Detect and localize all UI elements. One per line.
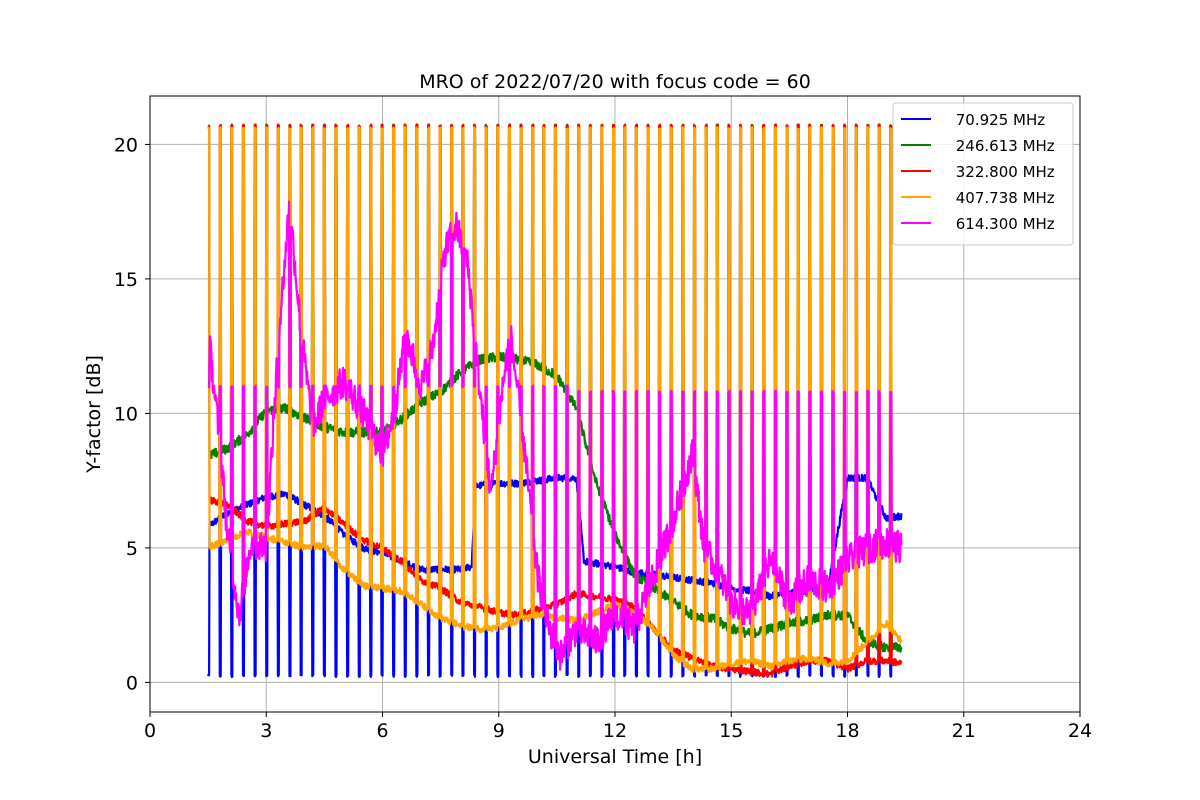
legend-box — [892, 102, 1074, 246]
series-3 — [207, 126, 903, 674]
series-4 — [207, 200, 903, 671]
legend-label: 407.738 MHz — [951, 189, 1055, 207]
chart-title: MRO of 2022/07/20 with focus code = 60 — [419, 71, 811, 93]
legend-label: 70.925 MHz — [951, 111, 1045, 129]
y-tick-label: 15 — [114, 269, 138, 291]
y-axis-label: Y-factor [dB] — [83, 355, 105, 474]
x-tick-label: 15 — [719, 720, 743, 742]
x-tick-label: 12 — [603, 720, 627, 742]
x-tick-label: 24 — [1068, 720, 1092, 742]
x-tick-label: 21 — [952, 720, 976, 742]
x-tick-label: 9 — [493, 720, 505, 742]
x-tick-label: 18 — [835, 720, 859, 742]
legend-label: 614.300 MHz — [951, 215, 1055, 233]
legend-label: 322.800 MHz — [951, 163, 1055, 181]
x-axis-label: Universal Time [h] — [528, 746, 702, 768]
y-tick-label: 0 — [126, 672, 138, 694]
series-line — [207, 200, 903, 671]
legend-label: 246.613 MHz — [951, 137, 1055, 155]
x-tick-label: 6 — [376, 720, 388, 742]
y-tick-label: 20 — [114, 134, 138, 156]
y-tick-label: 5 — [126, 538, 138, 560]
axis-ticks: 0 3 6 9 12 15 18 21 24 0 5 10 15 20 — [114, 134, 1092, 742]
legend: 70.925 MHz 246.613 MHz 322.800 MHz 407.7… — [892, 102, 1074, 246]
x-tick-label: 3 — [260, 720, 272, 742]
series-line — [207, 126, 903, 674]
y-tick-label: 10 — [114, 403, 138, 425]
plot-area — [207, 123, 903, 679]
x-tick-label: 0 — [144, 720, 156, 742]
